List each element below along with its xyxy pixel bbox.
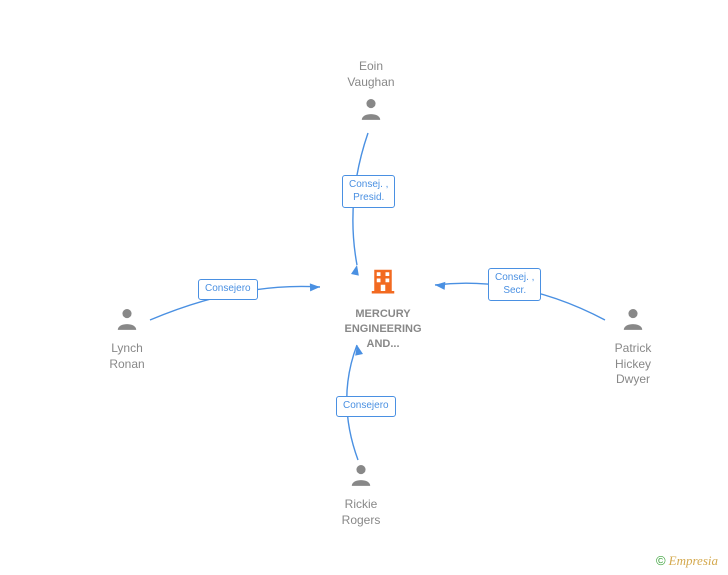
node-person-left[interactable]: Lynch Ronan [92, 306, 162, 372]
building-icon [368, 266, 398, 296]
node-person-bottom[interactable]: Rickie Rogers [326, 462, 396, 528]
edge-label-right: Consej. , Secr. [488, 268, 541, 301]
person-icon [358, 96, 384, 122]
node-person-top-label: Eoin Vaughan [336, 59, 406, 90]
edge-label-top: Consej. , Presid. [342, 175, 395, 208]
node-person-right[interactable]: Patrick Hickey Dwyer [598, 306, 668, 388]
node-person-bottom-label: Rickie Rogers [326, 497, 396, 528]
watermark-brand: Empresia [669, 553, 718, 568]
node-person-top[interactable]: Eoin Vaughan [336, 55, 406, 127]
person-icon [348, 462, 374, 488]
edge-label-left: Consejero [198, 279, 258, 300]
node-company-label: MERCURY ENGINEERING AND... [328, 307, 438, 352]
person-icon [114, 306, 140, 332]
node-person-left-label: Lynch Ronan [92, 341, 162, 372]
person-icon [620, 306, 646, 332]
watermark-copy: © [656, 553, 666, 568]
edge-label-bottom: Consejero [336, 396, 396, 417]
node-person-right-label: Patrick Hickey Dwyer [598, 341, 668, 388]
node-company-center[interactable]: MERCURY ENGINEERING AND... [328, 266, 438, 352]
watermark: ©Empresia [656, 553, 718, 569]
